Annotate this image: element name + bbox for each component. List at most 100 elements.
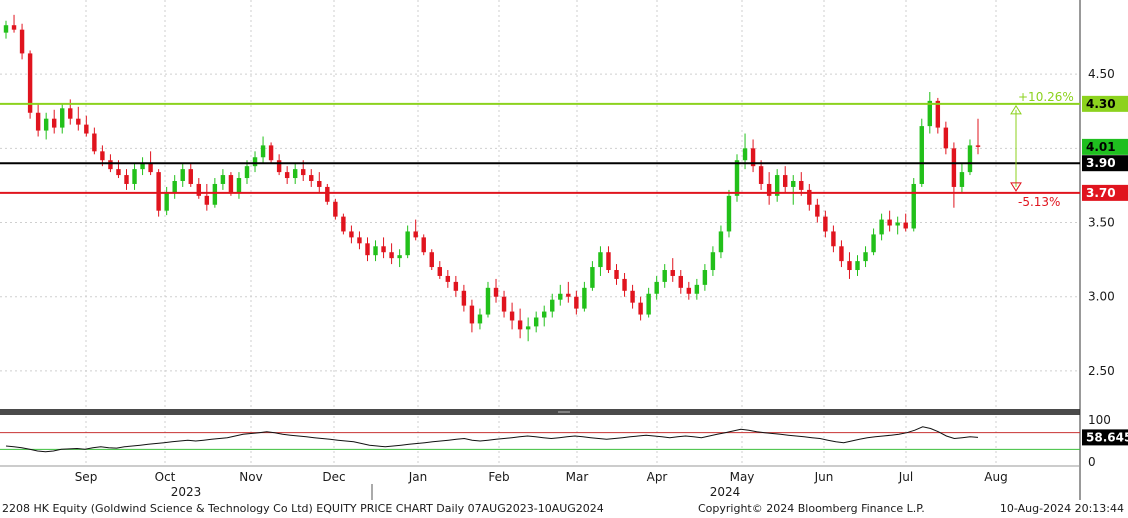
candle-body [975,145,981,147]
candle-body [606,252,611,271]
panel-divider [0,409,1080,415]
candle [35,103,41,137]
candle [670,258,675,282]
candle-body [373,246,378,256]
candle-body [260,145,266,158]
candle-body [630,290,635,303]
candle-body [903,222,908,229]
candle-body [782,175,788,187]
candle-body [180,169,185,182]
candle [92,127,97,155]
candle [477,308,483,330]
candle [485,281,491,318]
candle [975,118,981,155]
candle-body [582,287,587,309]
candle-body [365,243,370,256]
candle [638,296,643,321]
candle-body [646,293,651,315]
candle-body [68,108,73,119]
candle-body [333,201,338,217]
candle-body [558,293,563,300]
candle-body [774,175,780,196]
candle [782,166,788,193]
candle [389,243,394,265]
candle [421,234,426,256]
candle [734,154,740,202]
candle [60,103,65,134]
candle [694,278,700,300]
candle-body [895,222,900,226]
candle-body [11,25,17,30]
rsi-tick-label: 0 [1088,455,1096,469]
y-tick-label: 3.00 [1088,290,1115,304]
candle-body [678,275,683,288]
x-tick-label: Apr [647,470,668,484]
candle-body [758,166,764,184]
rsi-value-label: 58.645 [1086,430,1128,444]
candle-body [437,267,442,276]
candle [879,213,884,241]
candle-body [807,189,812,205]
candle [11,14,17,33]
candle-body [116,169,121,176]
candle-body [284,172,290,179]
candle [533,311,539,333]
candle-body [871,234,876,253]
candle [598,246,603,276]
y-tick-label: 2.50 [1088,364,1115,378]
level-label: 4.30 [1086,97,1116,111]
candle-body [19,29,25,54]
candle-body [622,278,627,291]
candle [333,198,338,220]
candle-body [429,252,434,268]
candle [678,270,683,294]
candle-body [887,219,892,226]
candle-body [381,246,386,253]
x-tick-label: Jun [814,470,834,484]
candle-body [718,231,724,253]
candle-body [325,186,330,202]
candle-body [276,160,282,173]
candle [654,275,659,300]
candle [27,50,33,119]
candle [3,20,9,39]
rsi-value-tag [1082,429,1128,446]
year-label: 2023 [171,485,202,499]
candle-body [839,246,844,262]
candle [959,163,965,193]
y-tick-label: 4.50 [1088,67,1115,81]
year-label: 2024 [710,485,741,499]
candle [268,142,274,164]
candle-body [967,145,973,173]
candle [292,163,298,184]
candle [791,175,796,205]
candle [686,281,692,300]
level-tag [1082,95,1128,112]
candle-body [76,118,81,125]
candle [252,151,258,173]
price-chart: 2.50 3.00 3.50 4.50 4.30 3.90 3.70 4.01 +10.26% -… [0,0,1128,500]
candle-body [542,311,547,318]
candle [317,172,322,193]
candle [501,290,507,318]
candle [911,178,916,232]
candle-body [108,160,113,170]
candle-body [815,204,820,217]
annotation-up: +10.26% [1018,90,1074,104]
candle [469,299,475,333]
candle [750,139,756,173]
price-panel [0,0,1080,408]
candle-body [196,183,202,196]
candle [726,189,732,238]
candle-body [823,216,828,232]
candle [847,252,852,279]
candle [863,246,868,268]
candle-body [598,252,603,268]
candle-body [614,270,619,279]
candle [871,228,876,256]
candle-body [156,172,161,211]
candle [132,163,137,190]
candle-body [341,216,346,232]
candle [341,213,346,235]
candle [590,261,595,291]
